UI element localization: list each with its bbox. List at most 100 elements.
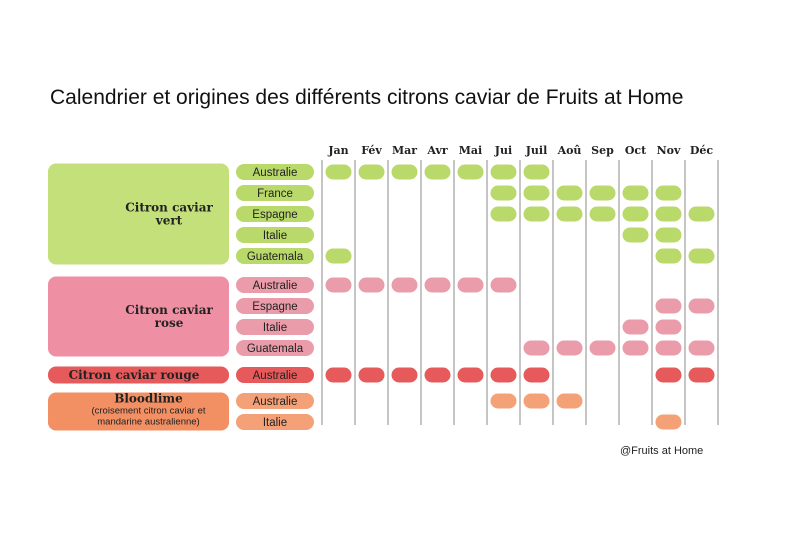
availability-mark: [589, 340, 616, 356]
availability-mark: [688, 298, 715, 314]
month-label: Aoû: [557, 144, 582, 157]
availability-mark: [358, 367, 385, 383]
month-label: Jui: [494, 144, 512, 157]
country-label: Espagne: [252, 301, 297, 313]
group-label: Bloodlime: [114, 392, 183, 406]
country-label: Australie: [253, 280, 298, 292]
availability-mark: [655, 206, 682, 222]
country-label: France: [257, 188, 293, 200]
availability-mark: [688, 206, 715, 222]
availability-mark: [457, 164, 484, 180]
availability-mark: [523, 393, 550, 409]
country-pill: [236, 298, 314, 314]
availability-mark: [655, 185, 682, 201]
country-label: Australie: [253, 167, 298, 179]
group-block: [48, 366, 229, 384]
availability-mark: [655, 227, 682, 243]
availability-mark: [655, 298, 682, 314]
country-label: Australie: [253, 396, 298, 408]
availability-mark: [490, 367, 517, 383]
country-label: Italie: [263, 322, 287, 334]
month-label: Juil: [525, 144, 548, 157]
month-label: Mar: [392, 144, 417, 157]
group-label: Citron caviar: [125, 303, 213, 317]
group-label: rose: [155, 316, 184, 330]
availability-mark: [490, 277, 517, 293]
availability-mark: [424, 277, 451, 293]
availability-mark: [556, 206, 583, 222]
availability-mark: [325, 277, 352, 293]
availability-mark: [523, 367, 550, 383]
availability-mark: [655, 414, 682, 430]
availability-mark: [457, 277, 484, 293]
availability-mark: [325, 164, 352, 180]
availability-mark: [523, 164, 550, 180]
availability-mark: [655, 367, 682, 383]
availability-mark: [325, 367, 352, 383]
country-pill: [236, 319, 314, 335]
country-pill: [236, 414, 314, 430]
country-pill: [236, 277, 314, 293]
availability-mark: [556, 393, 583, 409]
country-label: Guatemala: [247, 251, 304, 263]
country-label: Italie: [263, 230, 287, 242]
availability-mark: [523, 206, 550, 222]
availability-mark: [490, 393, 517, 409]
availability-mark: [622, 340, 649, 356]
availability-mark: [655, 248, 682, 264]
group-sublabel: mandarine australienne): [97, 417, 199, 428]
availability-mark: [523, 340, 550, 356]
month-label: Jan: [327, 144, 348, 157]
country-pill: [236, 164, 314, 180]
availability-mark: [688, 248, 715, 264]
country-label: Espagne: [252, 209, 297, 221]
availability-mark: [688, 367, 715, 383]
availability-mark: [655, 340, 682, 356]
availability-mark: [622, 185, 649, 201]
group-block: [48, 163, 229, 265]
availability-mark: [688, 340, 715, 356]
availability-mark: [622, 227, 649, 243]
country-label: Australie: [253, 370, 298, 382]
month-label: Oct: [625, 144, 647, 157]
availability-mark: [325, 248, 352, 264]
page-title: Calendrier et origines des différents ci…: [50, 86, 684, 109]
month-label: Mai: [459, 144, 482, 157]
country-pill: [236, 393, 314, 409]
availability-mark: [589, 206, 616, 222]
month-label: Fév: [361, 144, 382, 157]
country-pill: [236, 367, 314, 383]
month-label: Nov: [657, 144, 681, 157]
group-label: Citron caviar: [125, 201, 213, 215]
country-pill: [236, 227, 314, 243]
availability-mark: [391, 277, 418, 293]
month-label: Déc: [690, 144, 714, 157]
availability-mark: [556, 340, 583, 356]
availability-mark: [589, 185, 616, 201]
month-label: Avr: [426, 144, 447, 157]
availability-mark: [424, 164, 451, 180]
availability-mark: [523, 185, 550, 201]
availability-mark: [391, 164, 418, 180]
group-block: [48, 392, 229, 431]
month-label: Sep: [591, 144, 614, 157]
country-pill: [236, 340, 314, 356]
country-label: Italie: [263, 417, 287, 429]
availability-mark: [490, 164, 517, 180]
country-pill: [236, 206, 314, 222]
availability-mark: [556, 185, 583, 201]
availability-mark: [358, 277, 385, 293]
availability-mark: [424, 367, 451, 383]
availability-mark: [622, 319, 649, 335]
country-pill: [236, 248, 314, 264]
country-pill: [236, 185, 314, 201]
country-label: Guatemala: [247, 343, 304, 355]
group-label: Citron caviar rouge: [69, 368, 200, 382]
credit-text: @Fruits at Home: [620, 445, 704, 457]
availability-mark: [490, 185, 517, 201]
availability-mark: [490, 206, 517, 222]
group-sublabel: (croisement citron caviar et: [91, 406, 205, 417]
availability-mark: [655, 319, 682, 335]
availability-mark: [391, 367, 418, 383]
